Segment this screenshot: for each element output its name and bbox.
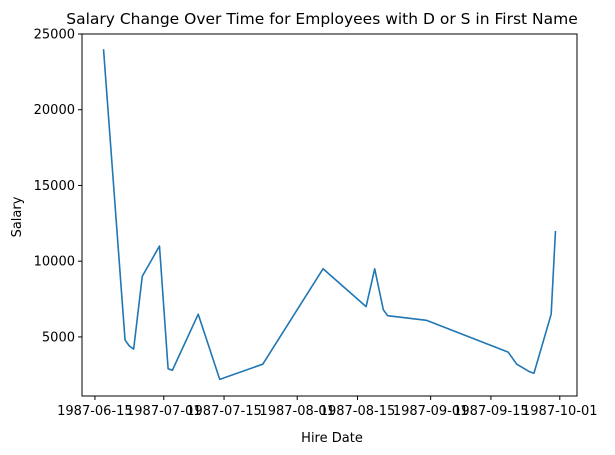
plot-frame — [81, 33, 578, 397]
x-tick-label: 1987-09-01 — [393, 404, 469, 419]
y-tick-label: 5000 — [42, 330, 75, 345]
plot-area — [81, 33, 578, 397]
y-tick-label: 10000 — [34, 255, 75, 270]
x-tick-label: 1987-07-01 — [126, 404, 202, 419]
x-axis: 1987-06-151987-07-011987-07-151987-08-01… — [57, 396, 598, 419]
y-tick-label: 25000 — [34, 28, 75, 43]
x-tick-label: 1987-08-15 — [320, 404, 396, 419]
x-axis-label: Hire Date — [301, 431, 363, 446]
y-axis-label: Salary — [10, 196, 25, 237]
y-tick-label: 15000 — [34, 179, 75, 194]
series-line — [102, 49, 557, 381]
x-tick-label: 1987-07-15 — [186, 404, 262, 419]
y-axis: 5000 10000 15000 20000 25000 — [34, 28, 82, 345]
x-tick-label: 1987-06-15 — [57, 404, 133, 419]
y-tick-label: 20000 — [34, 103, 75, 118]
x-tick-label: 1987-08-01 — [259, 404, 335, 419]
x-tick-label: 1987-09-15 — [453, 404, 529, 419]
x-tick-label: 1987-10-01 — [522, 404, 598, 419]
chart-title: Salary Change Over Time for Employees wi… — [66, 10, 578, 28]
